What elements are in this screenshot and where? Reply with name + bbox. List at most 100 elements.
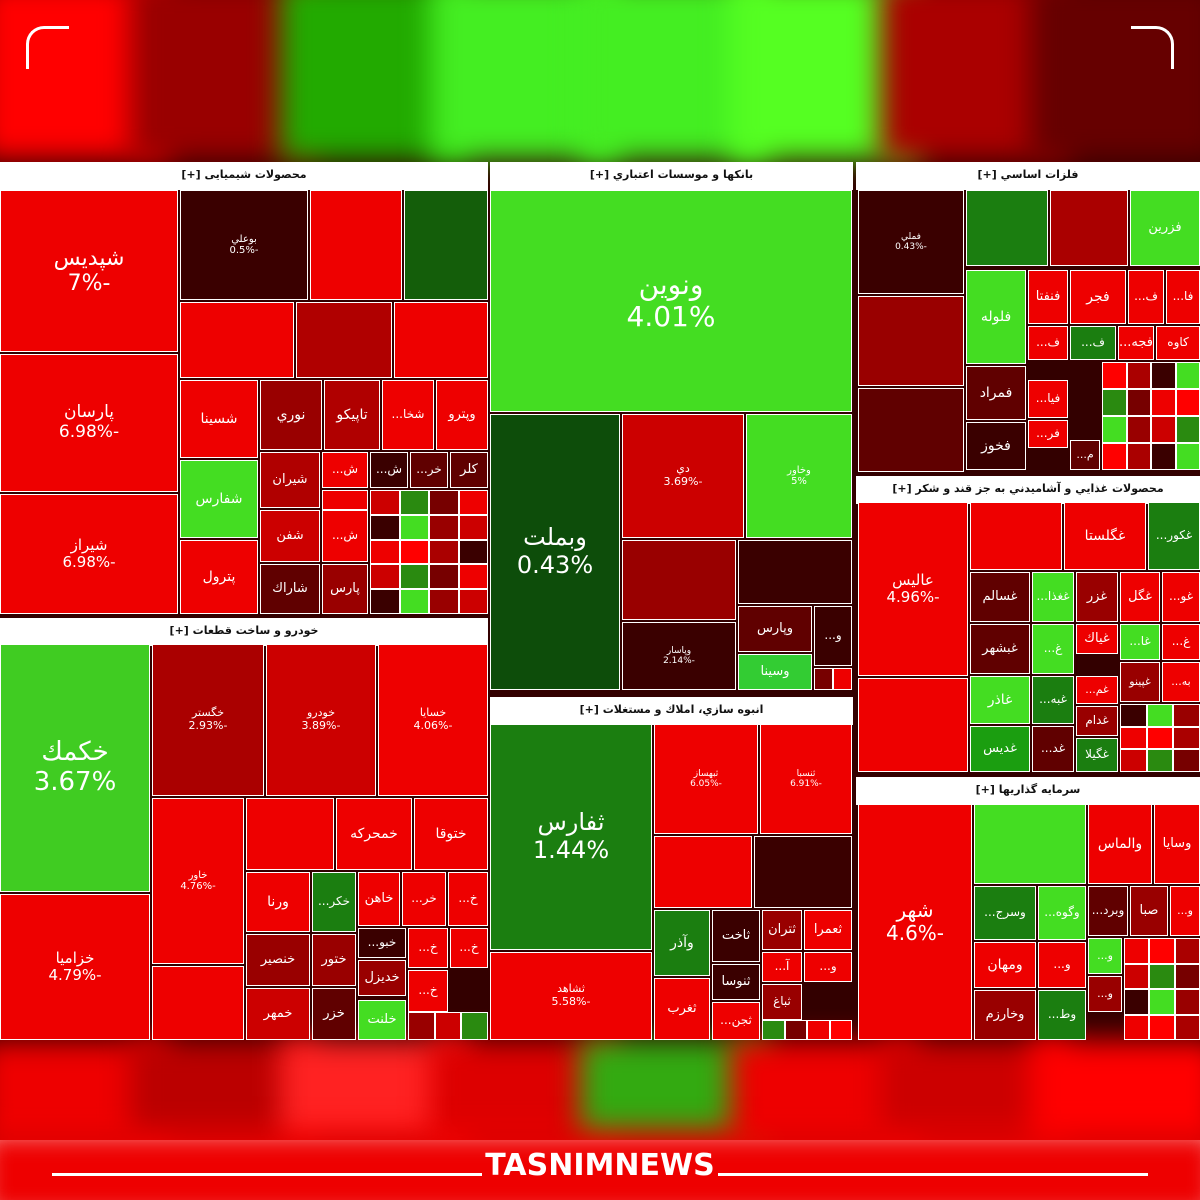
- change: -2.14%: [663, 656, 695, 666]
- tile: [1151, 416, 1176, 443]
- tile: خگستر -2.93%: [152, 644, 264, 796]
- ticker: و...: [1097, 948, 1113, 962]
- tile: [1173, 749, 1200, 772]
- tile: [1120, 726, 1147, 750]
- tile: شفن: [260, 510, 320, 562]
- ticker: فا...: [1172, 289, 1194, 304]
- tile: خزر: [312, 988, 356, 1040]
- tile: [370, 539, 400, 565]
- tile: [1124, 989, 1150, 1015]
- ticker: پارس: [330, 580, 360, 596]
- tile: خ...: [450, 928, 488, 968]
- tile: [1151, 443, 1176, 470]
- tile: وسرج...: [974, 886, 1036, 940]
- ticker: وپارس: [757, 620, 794, 636]
- tile: [1102, 362, 1127, 389]
- tile: [1149, 989, 1175, 1015]
- ticker: ونوين: [638, 267, 704, 301]
- tile: فمراد: [966, 366, 1026, 420]
- ticker: وآذر: [670, 934, 694, 951]
- tile: عاليس -4.96%: [858, 502, 968, 676]
- tile: شسينا: [180, 380, 258, 458]
- ticker: فخوز: [981, 437, 1011, 454]
- tile: [814, 668, 833, 690]
- ticker: خبو...: [367, 935, 397, 950]
- tile: [429, 490, 459, 515]
- ticker: ثتران: [768, 921, 796, 937]
- tile: [458, 514, 488, 540]
- ticker: ثعمرا: [813, 921, 843, 937]
- tile: ثباغ: [762, 984, 802, 1020]
- tile: پارس: [322, 564, 368, 614]
- rule: [718, 1173, 1148, 1176]
- tile: [1173, 704, 1200, 727]
- tile: غياك: [1076, 624, 1118, 654]
- tile: [458, 539, 488, 565]
- tile: به...: [1162, 662, 1200, 702]
- tile: وگوه...: [1038, 886, 1086, 940]
- tile: فزرين: [1130, 190, 1200, 266]
- tile: ونوين 4.01%: [490, 190, 852, 412]
- ticker: خزر: [323, 1005, 345, 1021]
- tile: پترول: [180, 540, 258, 614]
- change: -4.06%: [413, 719, 453, 732]
- ticker: غسالم: [982, 588, 1018, 604]
- tile: [1124, 963, 1150, 989]
- change: -0.5%: [229, 245, 259, 256]
- tile: خ...: [408, 970, 448, 1012]
- tile: [829, 1020, 852, 1040]
- tile: [1146, 749, 1174, 772]
- ticker: خ...: [418, 940, 438, 955]
- corner: [26, 26, 69, 69]
- tile: وپترو: [436, 380, 488, 450]
- tile: [858, 296, 964, 386]
- tile: [1175, 416, 1200, 443]
- ticker: غياك: [1084, 630, 1110, 646]
- ticker: خ...: [418, 983, 438, 998]
- tile: فجر: [1070, 270, 1126, 324]
- tile: بوعلي -0.5%: [180, 190, 308, 300]
- ticker: ثاخت: [721, 927, 751, 943]
- tile: شاراك: [260, 564, 320, 614]
- ticker: دي: [676, 462, 690, 476]
- tile: غكور...: [1148, 502, 1200, 570]
- tile: نوري: [260, 380, 322, 450]
- tile: وآذر: [654, 910, 710, 976]
- tile: [434, 1012, 462, 1040]
- ticker: و...: [819, 959, 837, 974]
- ticker: وپاسار: [666, 645, 692, 656]
- change: -0.43%: [895, 242, 927, 252]
- tile: غزر: [1076, 572, 1118, 622]
- tile: [1102, 443, 1127, 470]
- ticker: ختور: [321, 951, 347, 967]
- tile: خاور -4.76%: [152, 798, 244, 964]
- tile: خبو...: [358, 928, 406, 958]
- ticker: غ...: [1171, 634, 1191, 649]
- tile: خ...: [408, 928, 448, 968]
- section-title: فلزات اساسي [+]: [856, 162, 1200, 190]
- ticker: شپدیس: [53, 245, 125, 271]
- section-title: بانکها و موسسات اعتباري [+]: [490, 162, 853, 190]
- tile: [1175, 389, 1200, 416]
- tile: غا...: [1120, 624, 1160, 660]
- ticker: وخارزم: [985, 1006, 1025, 1022]
- change: -3.69%: [663, 475, 703, 488]
- ticker: خر...: [416, 462, 442, 477]
- ticker: ش...: [331, 528, 359, 543]
- tile: ش...: [370, 452, 408, 488]
- ticker: غديس: [983, 740, 1017, 756]
- tile: خكر...: [312, 872, 356, 932]
- tile: [408, 1012, 435, 1040]
- tile: غگل: [1120, 572, 1160, 622]
- ticker: و...: [824, 628, 842, 643]
- tile: [754, 836, 852, 908]
- tile: ش...: [322, 452, 368, 488]
- ticker: غزر: [1086, 588, 1108, 604]
- ticker: پترول: [202, 568, 236, 585]
- tile: [370, 564, 400, 590]
- tile: تاپيكو: [324, 380, 380, 450]
- tile: [1126, 443, 1151, 470]
- ticker: كلر: [460, 461, 478, 477]
- ticker: به...: [1171, 674, 1191, 688]
